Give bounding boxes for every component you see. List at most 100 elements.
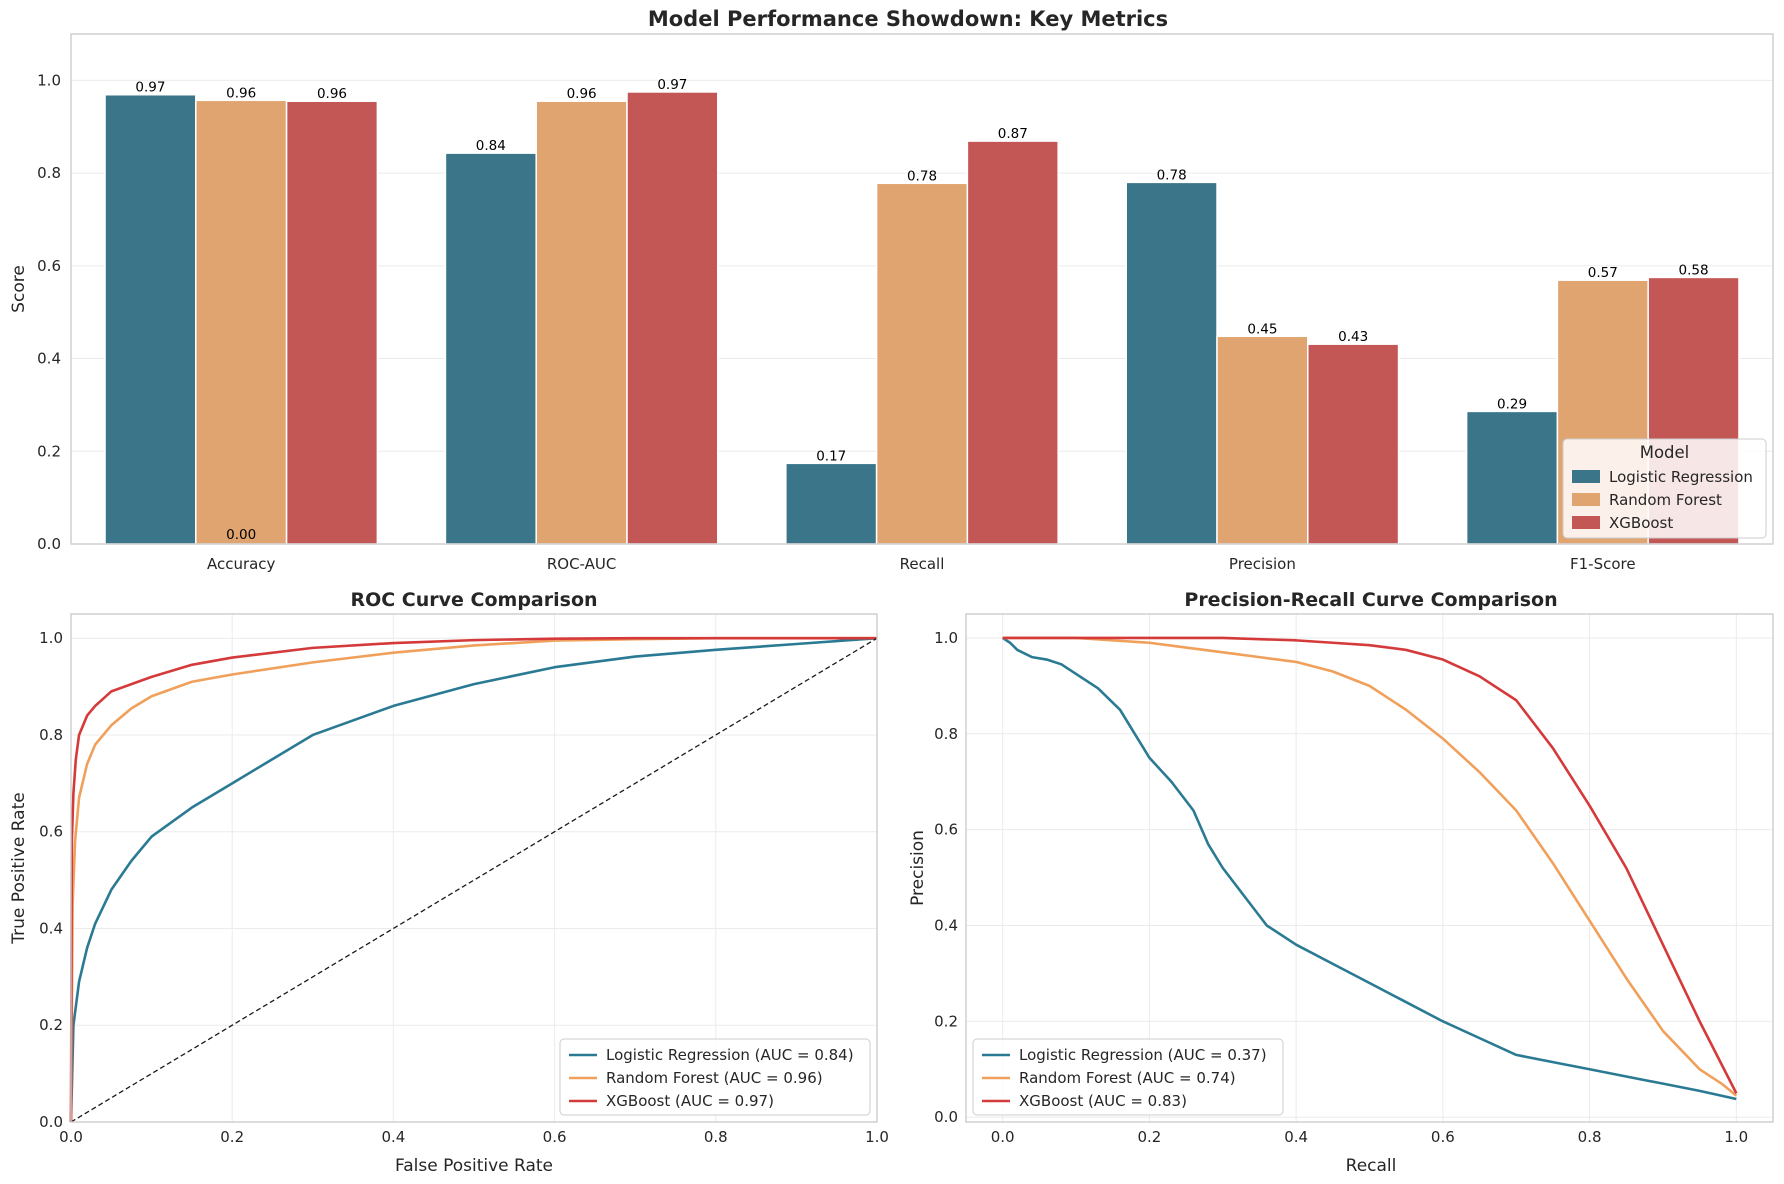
roc-chance-line	[70, 637, 878, 1123]
bar	[1307, 343, 1400, 545]
roc-legend-box	[559, 1038, 871, 1116]
bar-value-label: 0.58	[1679, 262, 1709, 278]
bar-value-label: 0.57	[1588, 265, 1618, 281]
pr-legend-entry: XGBoost (AUC = 0.83)	[1019, 1092, 1187, 1110]
roc-x-tick-label: 1.0	[865, 1128, 889, 1146]
roc-x-axis-label: False Positive Rate	[395, 1156, 553, 1176]
roc-y-tick-label: 0.0	[39, 1113, 63, 1131]
pr-y-tick-label: 0.8	[934, 725, 958, 743]
pr-y-axis-label: Precision	[908, 830, 928, 906]
bar	[626, 91, 719, 545]
bar-value-label: 0.84	[476, 138, 506, 154]
bar-value-label: 0.96	[567, 86, 597, 102]
bar	[104, 93, 197, 545]
bar	[785, 462, 878, 545]
bar	[875, 182, 969, 545]
roc-y-axis-label: True Positive Rate	[9, 792, 29, 944]
legend-box	[1562, 438, 1767, 539]
bar	[535, 100, 628, 545]
bar-y-axis-label: Score	[9, 265, 29, 313]
legend-title: Model	[1640, 443, 1690, 462]
pr-x-tick-label: 0.6	[1431, 1128, 1455, 1146]
pr-chart-panel: Precision-Recall Curve Comparison 0.0 0.2…	[908, 589, 1774, 1176]
pr-series-line	[1002, 636, 1738, 1097]
bar-value-label: 0.78	[907, 168, 937, 184]
bar-value-label: 0.43	[1338, 329, 1368, 345]
legend-entry: XGBoost	[1609, 514, 1673, 532]
legend-entry: Logistic Regression	[1609, 468, 1753, 486]
roc-legend-entry: Logistic Regression (AUC = 0.84)	[606, 1046, 854, 1064]
roc-legend-entry: XGBoost (AUC = 0.97)	[606, 1092, 774, 1110]
bar-chart-frame	[70, 33, 1774, 545]
roc-x-tick-label: 0.4	[381, 1128, 405, 1146]
bar-x-tick-label: Accuracy	[207, 555, 276, 573]
bar-value-label: 0.97	[657, 77, 687, 93]
bar-y-tick-label: 0.4	[37, 350, 61, 368]
pr-chart-title: Precision-Recall Curve Comparison	[1184, 589, 1557, 611]
roc-series-line	[69, 636, 877, 1123]
roc-legend-entry: Random Forest (AUC = 0.96)	[606, 1069, 823, 1087]
bar-value-label: 0.96	[226, 85, 256, 101]
legend-swatch	[1572, 470, 1600, 483]
bar-value-label: 0.96	[317, 86, 347, 102]
bar	[195, 99, 288, 545]
pr-legend-box	[972, 1038, 1284, 1116]
bar-value-label: 0.17	[816, 448, 846, 464]
pr-x-axis-label: Recall	[1346, 1156, 1397, 1176]
bar-x-tick-label: Precision	[1229, 555, 1296, 573]
pr-legend-entry: Logistic Regression (AUC = 0.37)	[1019, 1046, 1267, 1064]
roc-y-tick-label: 1.0	[39, 629, 63, 647]
pr-x-tick-label: 1.0	[1724, 1128, 1748, 1146]
pr-series-line	[1002, 636, 1738, 1094]
bar	[1125, 181, 1218, 545]
roc-chart-panel: ROC Curve Comparison 0.0 0.2 0.4 0.6 0.8 1.0 0…	[9, 589, 889, 1176]
pr-y-tick-label: 0.4	[934, 917, 958, 935]
roc-x-tick-label: 0.2	[220, 1128, 244, 1146]
bar-chart-panel: Model Performance Showdown: Key Metrics …	[9, 7, 1774, 573]
bar-value-label: 0.78	[1157, 167, 1187, 183]
bar-value-label: 0.87	[998, 126, 1028, 142]
bar-value-label: 0.45	[1247, 321, 1277, 337]
roc-x-tick-label: 0.0	[59, 1128, 83, 1146]
roc-legend: Logistic Regression (AUC = 0.84) Random F…	[559, 1038, 871, 1116]
bar-x-tick-label: ROC-AUC	[547, 555, 617, 573]
roc-chart-frame	[70, 613, 878, 1123]
bar-value-label: 0.29	[1497, 396, 1527, 412]
roc-y-tick-label: 0.8	[39, 726, 63, 744]
bar-chart-title: Model Performance Showdown: Key Metrics	[648, 7, 1168, 31]
legend-swatch	[1572, 516, 1600, 529]
bar-y-tick-label: 0.6	[37, 257, 61, 275]
pr-y-tick-label: 0.2	[934, 1012, 958, 1030]
bar-x-tick-label: Recall	[900, 555, 945, 573]
pr-x-tick-label: 0.8	[1578, 1128, 1602, 1146]
roc-x-tick-label: 0.8	[704, 1128, 728, 1146]
pr-x-tick-label: 0.0	[991, 1128, 1015, 1146]
bar	[1216, 335, 1309, 545]
roc-y-tick-label: 0.2	[39, 1016, 63, 1034]
pr-legend-entry: Random Forest (AUC = 0.74)	[1019, 1069, 1236, 1087]
bar-x-tick-label: F1-Score	[1570, 555, 1636, 573]
bar-zero-annotation: 0.00	[226, 527, 256, 543]
roc-series-line	[69, 636, 877, 1123]
bar	[966, 140, 1059, 545]
pr-x-tick-label: 0.2	[1137, 1128, 1161, 1146]
roc-series-line	[69, 636, 878, 1123]
bar-y-tick-label: 1.0	[37, 71, 61, 89]
pr-chart-frame	[965, 613, 1774, 1123]
pr-series-line	[1001, 636, 1737, 1101]
bar	[444, 152, 537, 545]
roc-y-tick-label: 0.6	[39, 823, 63, 841]
roc-chart-title: ROC Curve Comparison	[350, 589, 597, 611]
pr-y-tick-label: 0.6	[934, 821, 958, 839]
roc-x-tick-label: 0.6	[543, 1128, 567, 1146]
bar-legend: Model Logistic Regression Random Forest XGB…	[1562, 438, 1767, 539]
pr-legend: Logistic Regression (AUC = 0.37) Random F…	[972, 1038, 1284, 1116]
pr-x-tick-label: 0.4	[1284, 1128, 1308, 1146]
bar	[1465, 410, 1559, 545]
bar	[285, 100, 379, 545]
bar-y-tick-label: 0.2	[37, 442, 61, 460]
legend-entry: Random Forest	[1609, 491, 1722, 509]
bar-value-label: 0.97	[135, 80, 165, 96]
pr-y-tick-label: 1.0	[934, 629, 958, 647]
